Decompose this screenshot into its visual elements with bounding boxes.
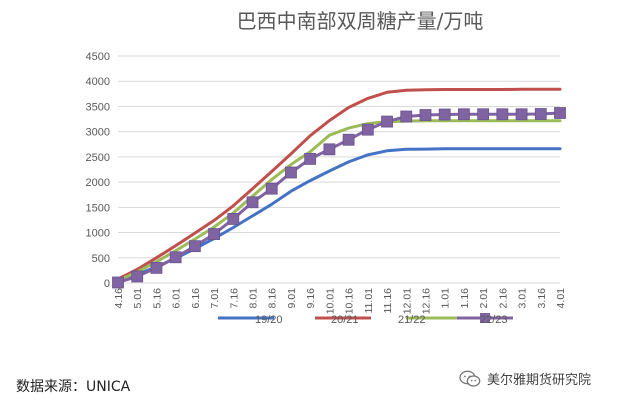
grid <box>118 55 560 284</box>
series-lines <box>112 87 566 289</box>
x-tick-label: 2.01 <box>478 288 490 309</box>
y-tick-label: 1000 <box>86 228 110 240</box>
x-tick-label: 6.01 <box>171 288 183 309</box>
legend: 19/20 20/21 21/22 22/23 <box>218 313 513 326</box>
legend-item: 22/23 <box>457 313 513 326</box>
series-line-20-21 <box>116 87 562 281</box>
data-point-marker <box>285 166 297 179</box>
legend-label: 20/21 <box>331 314 359 326</box>
y-tick-label: 500 <box>92 253 110 265</box>
watermark: 美尔雅期货研究院 <box>459 369 591 388</box>
y-tick-label: 2500 <box>86 152 110 164</box>
chart-title: 巴西中南部双周糖产量/万吨 <box>237 9 484 33</box>
data-point-marker <box>419 109 432 121</box>
wechat-icon <box>459 370 481 387</box>
x-tick-label: 7.01 <box>209 288 221 309</box>
data-point-marker <box>496 108 509 121</box>
data-point-marker <box>361 123 374 136</box>
x-tick-label: 6.16 <box>190 288 202 309</box>
data-point-marker <box>246 196 259 209</box>
x-tick-label: 5.16 <box>151 288 163 309</box>
data-point-marker <box>515 108 528 121</box>
legend-label: 21/22 <box>398 314 426 326</box>
data-point-marker <box>323 143 336 156</box>
y-tick-label: 1500 <box>86 202 110 214</box>
legend-item: 20/21 <box>315 314 371 326</box>
data-point-marker <box>400 110 413 123</box>
x-tick-label: 3.01 <box>517 288 529 309</box>
data-point-marker <box>208 228 220 240</box>
x-tick-label: 11.16 <box>382 288 394 314</box>
data-point-marker <box>438 108 451 121</box>
x-tick-label: 12.16 <box>420 288 432 314</box>
x-tick-label: 8.01 <box>248 288 260 309</box>
series-line-22-23 <box>116 111 562 284</box>
legend-label: 22/23 <box>480 314 508 326</box>
x-tick-label: 11.01 <box>363 288 375 314</box>
data-point-marker <box>477 108 490 121</box>
y-tick-label: 4000 <box>86 76 110 88</box>
x-tick-label: 8.16 <box>267 288 279 309</box>
y-tick-label: 2000 <box>86 177 110 189</box>
x-tick-label: 2.16 <box>497 288 509 309</box>
x-tick-label: 4.01 <box>555 288 567 309</box>
data-point-marker <box>381 115 393 128</box>
data-point-marker <box>227 213 240 225</box>
y-tick-label: 0 <box>104 278 110 290</box>
legend-item: 21/22 <box>398 314 462 326</box>
data-point-marker <box>554 107 566 119</box>
x-tick-label: 5.01 <box>132 288 144 309</box>
watermark-text: 美尔雅期货研究院 <box>487 373 592 388</box>
data-source: 数据来源：UNICA <box>16 379 131 395</box>
x-tick-label: 9.16 <box>305 288 317 309</box>
x-tick-label: 1.01 <box>440 288 452 309</box>
series-line-19-20 <box>116 147 562 282</box>
data-point-marker <box>112 276 124 289</box>
x-tick-label: 12.01 <box>401 288 413 314</box>
data-point-marker <box>169 251 182 264</box>
x-tick-label: 1.16 <box>459 288 471 309</box>
y-tick-label: 4500 <box>86 51 110 63</box>
data-point-marker <box>342 133 355 146</box>
x-tick-label: 3.16 <box>536 288 548 309</box>
x-tick-label: 9.01 <box>286 288 298 309</box>
y-axis-ticks: 0 500 1000 1500 2000 2500 3000 3500 4000 4500 <box>86 51 110 290</box>
x-tick-label: 7.16 <box>228 288 240 309</box>
x-tick-label: 4.16 <box>113 288 125 309</box>
legend-item: 19/20 <box>218 314 283 326</box>
data-point-marker <box>304 153 317 165</box>
x-axis-ticks: 4.16 5.01 5.16 6.01 6.16 7.01 7.16 8.01 8.16 9.01… <box>113 288 567 314</box>
data-point-marker <box>534 108 547 120</box>
x-tick-label: 10.01 <box>324 288 336 314</box>
legend-marker <box>480 313 490 323</box>
data-point-marker <box>188 240 201 253</box>
data-point-marker <box>265 182 278 195</box>
legend-label: 19/20 <box>255 314 283 326</box>
y-tick-label: 3000 <box>86 127 110 139</box>
x-tick-label: 10.16 <box>344 288 356 314</box>
data-point-marker <box>150 261 163 274</box>
data-point-marker <box>131 270 144 283</box>
data-point-marker <box>458 108 470 121</box>
y-tick-label: 3500 <box>86 101 110 113</box>
